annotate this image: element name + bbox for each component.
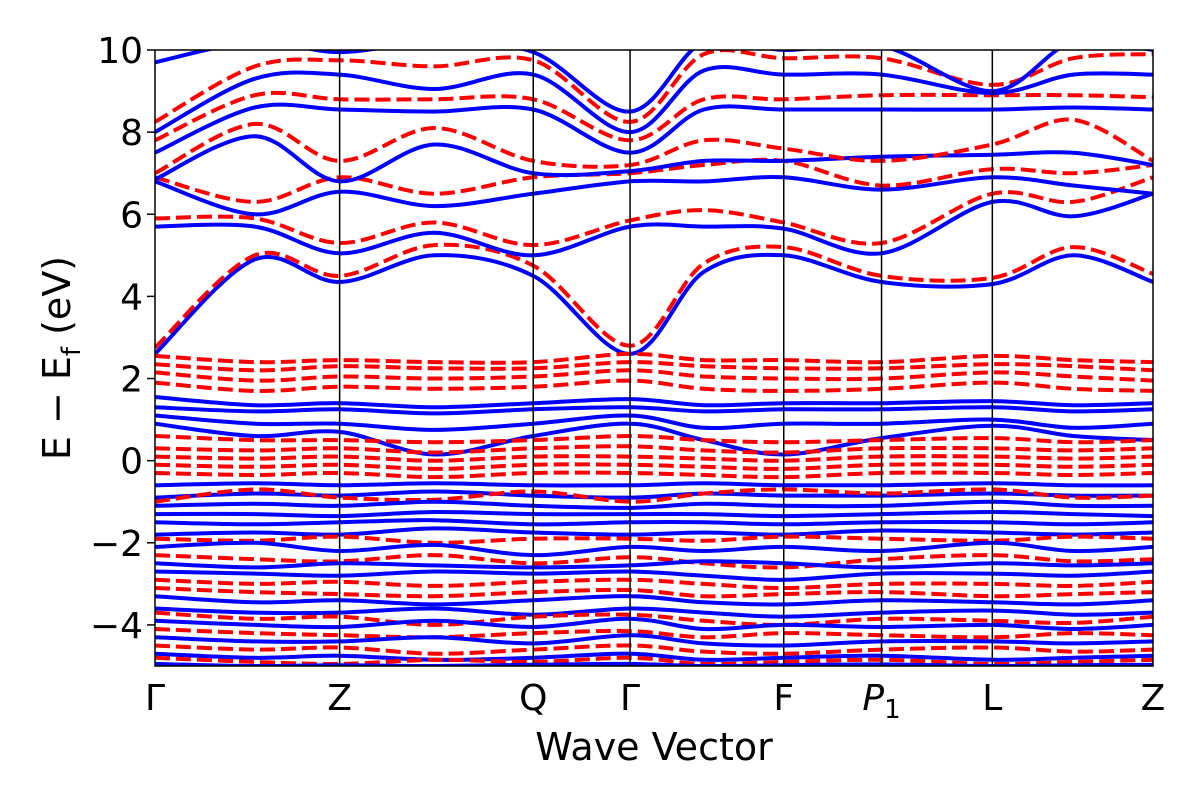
y-tick-label-5: 6	[120, 195, 143, 236]
y-axis-ticks: −4 −2 0 2 4 6 8 10	[90, 31, 155, 647]
x-tick-label-0: Γ	[145, 678, 165, 719]
dashed-band-42	[155, 610, 1153, 627]
x-tick-label-3: Γ	[620, 678, 640, 719]
x-tick-label-7: Z	[1141, 678, 1166, 719]
y-tick-label-4: 4	[120, 277, 143, 318]
dashed-band-17	[155, 351, 1153, 365]
dashed-band-33	[155, 534, 1153, 545]
solid-band-26	[155, 481, 1153, 488]
dashed-band-24	[155, 462, 1153, 471]
y-tick-label-2: 0	[120, 442, 143, 483]
solid-band-14	[155, 405, 1153, 416]
dashed-band-44	[155, 627, 1153, 640]
y-axis-label: E − Ef (eV)	[35, 256, 87, 460]
solid-band-32	[155, 526, 1153, 537]
dashed-band-46	[155, 643, 1153, 656]
y-tick-label-1: −2	[90, 524, 143, 565]
dashed-band-35	[155, 553, 1153, 570]
x-tick-label-4: F	[773, 678, 794, 719]
solid-band-0	[155, 252, 1153, 356]
y-axis-label-sub: f	[57, 346, 87, 356]
solid-band-4	[155, 175, 1153, 217]
y-tick-label-3: 2	[120, 360, 143, 401]
y-axis-label-main: E − E	[35, 356, 79, 460]
solid-band-37	[155, 569, 1153, 582]
y-tick-label-0: −4	[90, 606, 143, 647]
band-curves	[155, 50, 1153, 666]
solid-band-13	[155, 395, 1153, 410]
y-tick-label-6: 8	[120, 113, 143, 154]
x-tick-label-5: P1	[862, 678, 900, 725]
dashed-band-1	[155, 242, 1153, 350]
solid-band-12	[155, 50, 1153, 114]
solid-band-34	[155, 540, 1153, 558]
y-axis-label-unit: (eV)	[35, 256, 79, 347]
x-tick-label-6: L	[982, 678, 1002, 719]
dashed-band-7	[155, 117, 1153, 175]
dashed-band-38	[155, 577, 1153, 590]
x-tick-label-2: Q	[519, 678, 547, 719]
solid-band-15	[155, 413, 1153, 432]
dashed-band-20	[155, 378, 1153, 393]
x-axis-ticks: Γ Z Q Γ F P1 L Z	[145, 678, 1165, 725]
dashed-band-22	[155, 444, 1153, 455]
dashed-band-19	[155, 368, 1153, 383]
dashed-band-21	[155, 434, 1153, 445]
solid-band-43	[155, 616, 1153, 632]
solid-band-36	[155, 559, 1153, 570]
y-tick-label-7: 10	[97, 31, 143, 72]
dashed-band-18	[155, 360, 1153, 373]
solid-band-29	[155, 499, 1153, 510]
solid-band-31	[155, 518, 1153, 527]
x-tick-label-1: Z	[327, 678, 352, 719]
dashed-band-28	[155, 487, 1153, 504]
x-axis-label: Wave Vector	[535, 725, 773, 769]
high-symmetry-lines	[338, 50, 994, 666]
plot-frame	[154, 49, 1154, 667]
solid-band-41	[155, 606, 1153, 619]
solid-band-8	[155, 102, 1153, 155]
dashed-band-39	[155, 586, 1153, 599]
dashed-band-23	[155, 454, 1153, 463]
solid-band-2	[155, 191, 1153, 258]
dashed-band-25	[155, 470, 1153, 480]
solid-band-47	[155, 651, 1153, 662]
solid-band-30	[155, 509, 1153, 519]
